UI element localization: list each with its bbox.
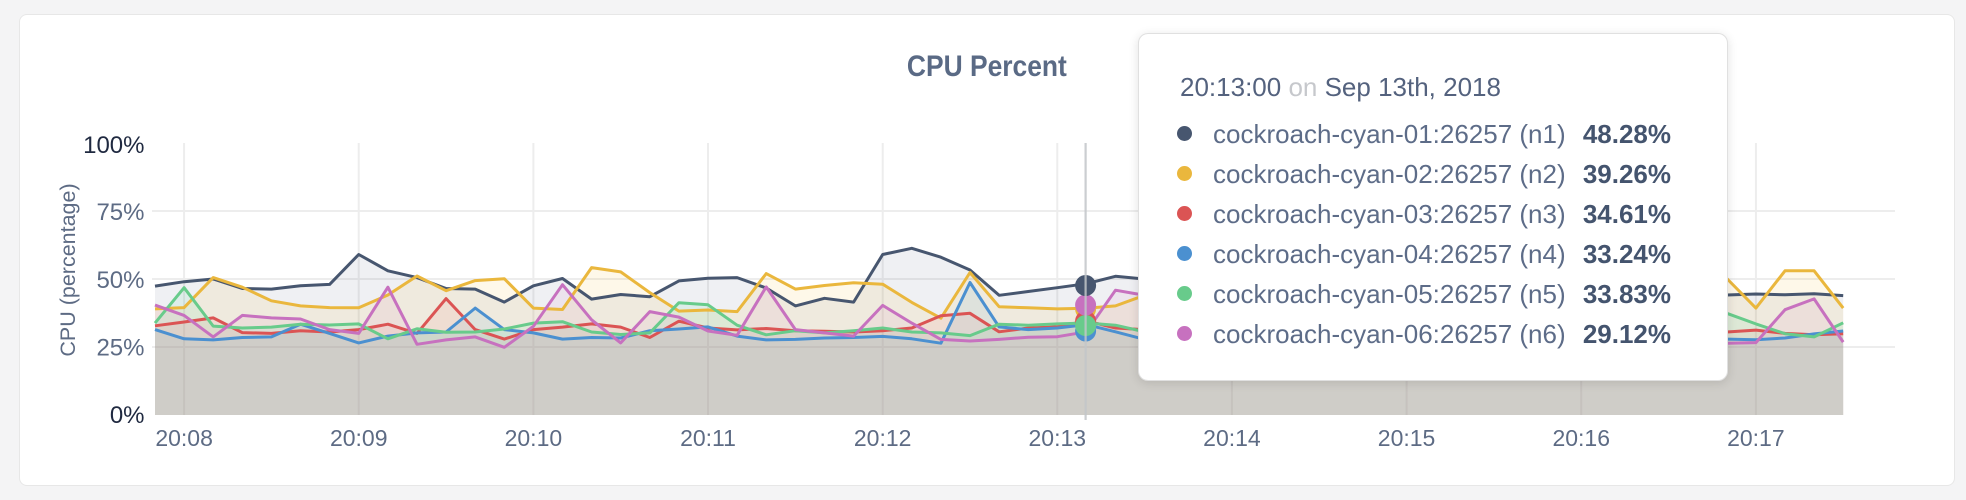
svg-text:50%: 50% [96,267,144,294]
svg-text:20:14: 20:14 [1203,425,1261,451]
svg-text:0%: 0% [110,402,145,429]
svg-text:100%: 100% [83,132,144,159]
svg-text:20:13: 20:13 [1029,425,1087,451]
svg-text:20:17: 20:17 [1727,425,1785,451]
svg-text:25%: 25% [96,335,144,362]
svg-text:20:08: 20:08 [155,425,213,451]
svg-text:20:09: 20:09 [330,425,388,451]
svg-text:20:15: 20:15 [1378,425,1436,451]
svg-text:20:11: 20:11 [680,425,736,451]
svg-text:20:10: 20:10 [505,425,563,451]
svg-text:75%: 75% [96,199,144,226]
svg-text:CPU (percentage): CPU (percentage) [56,183,80,356]
svg-text:20:16: 20:16 [1552,425,1610,451]
svg-text:20:12: 20:12 [854,425,912,451]
